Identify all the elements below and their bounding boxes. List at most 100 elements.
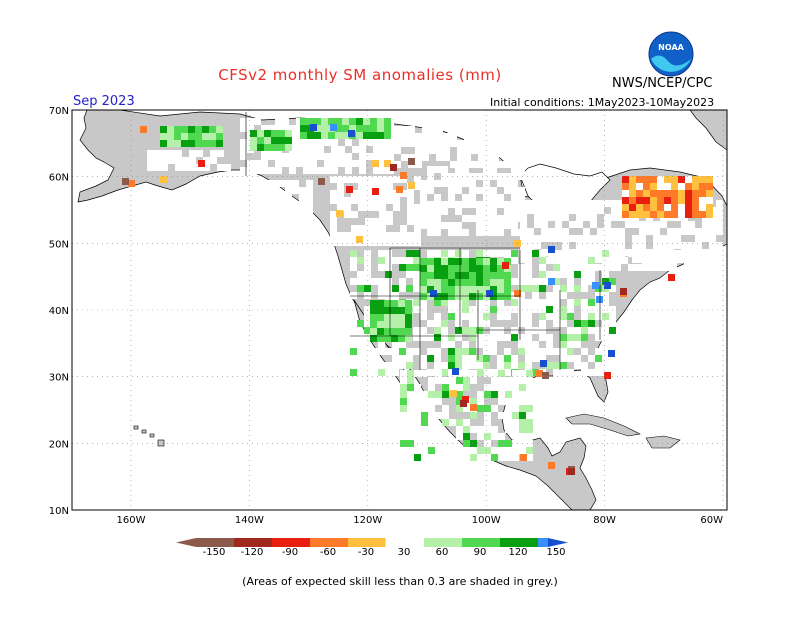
anomaly-cell <box>695 228 702 235</box>
anomaly-cell <box>435 447 442 454</box>
anomaly-cell <box>692 197 699 204</box>
anomaly-cell <box>441 279 448 286</box>
anomaly-cell <box>377 125 384 132</box>
anomaly-cell <box>709 242 716 249</box>
anomaly-cell <box>560 369 567 376</box>
anomaly-cell <box>657 176 664 183</box>
anomaly-cell <box>278 208 285 215</box>
anomaly-cell <box>174 133 181 140</box>
anomaly-cell <box>264 144 271 151</box>
anomaly-cell <box>492 154 499 161</box>
anomaly-cell <box>611 228 618 235</box>
anomaly-cell <box>436 147 443 154</box>
anomaly-cell <box>394 133 401 140</box>
anomaly-cell <box>442 384 449 391</box>
anomaly-cell <box>483 201 490 208</box>
anomaly-cell <box>408 133 415 140</box>
anomaly-cell <box>189 164 196 171</box>
anomaly-cell <box>408 140 415 147</box>
anomaly-cell <box>632 242 639 249</box>
anomaly-cell <box>346 186 353 193</box>
anomaly-cell <box>498 398 505 405</box>
anomaly-cell <box>413 278 420 285</box>
anomaly-cell <box>356 118 363 125</box>
anomaly-cell <box>532 306 539 313</box>
anomaly-cell <box>455 265 462 272</box>
anomaly-cell <box>364 341 371 348</box>
anomaly-cell <box>588 355 595 362</box>
anomaly-cell <box>519 370 526 377</box>
anomaly-cell <box>476 279 483 286</box>
anomaly-cell <box>553 299 560 306</box>
anomaly-cell <box>602 327 609 334</box>
anomaly-cell <box>702 256 709 263</box>
anomaly-cell <box>656 264 663 271</box>
anomaly-cell <box>250 144 257 151</box>
anomaly-cell <box>590 207 597 214</box>
anomaly-cell <box>407 398 414 405</box>
anomaly-cell <box>504 222 511 229</box>
anomaly-cell <box>380 154 387 161</box>
anomaly-cell <box>257 137 264 144</box>
anomaly-cell <box>525 362 532 369</box>
anomaly-cell <box>518 166 525 173</box>
anomaly-cell <box>379 239 386 246</box>
anomaly-cell <box>407 412 414 419</box>
anomaly-cell <box>505 384 512 391</box>
anomaly-cell <box>456 419 463 426</box>
anomaly-cell <box>436 140 443 147</box>
anomaly-cell <box>569 207 576 214</box>
anomaly-cell <box>406 257 413 264</box>
anomaly-cell <box>147 164 154 171</box>
anomaly-cell <box>609 306 616 313</box>
anomaly-cell <box>296 139 303 146</box>
anomaly-cell <box>427 173 434 180</box>
anomaly-cell <box>420 334 427 341</box>
anomaly-cell <box>420 201 427 208</box>
anomaly-cell <box>476 293 483 300</box>
anomaly-cell <box>511 194 518 201</box>
anomaly-cell <box>427 222 434 229</box>
anomaly-cell <box>462 286 469 293</box>
anomaly-cell <box>477 370 484 377</box>
anomaly-cell <box>548 246 555 253</box>
anomaly-cell <box>250 208 257 215</box>
anomaly-cell <box>400 176 407 183</box>
anomaly-cell <box>400 454 407 461</box>
anomaly-cell <box>476 334 483 341</box>
anomaly-cell <box>581 299 588 306</box>
anomaly-cell <box>595 369 602 376</box>
anomaly-cell <box>434 180 441 187</box>
anomaly-cell <box>384 132 391 139</box>
anomaly-cell <box>574 334 581 341</box>
anomaly-cell <box>314 132 321 139</box>
anomaly-cell <box>372 225 379 232</box>
anomaly-cell <box>581 306 588 313</box>
anomaly-cell <box>456 447 463 454</box>
anomaly-cell <box>303 146 310 153</box>
anomaly-cell <box>525 306 532 313</box>
anomaly-cell <box>505 391 512 398</box>
agency-label: NWS/NCEP/CPC <box>612 76 713 91</box>
anomaly-cell <box>483 215 490 222</box>
anomaly-cell <box>350 257 357 264</box>
anomaly-cell <box>331 139 338 146</box>
anomaly-cell <box>471 133 478 140</box>
anomaly-cell <box>512 377 519 384</box>
anomaly-cell <box>622 211 629 218</box>
anomaly-cell <box>455 208 462 215</box>
anomaly-cell <box>292 187 299 194</box>
anomaly-cell <box>650 204 657 211</box>
legend-swatch <box>310 538 348 547</box>
anomaly-cell <box>581 271 588 278</box>
anomaly-cell <box>699 176 706 183</box>
anomaly-cell <box>337 239 344 246</box>
anomaly-cell <box>609 327 616 334</box>
anomaly-cell <box>567 299 574 306</box>
anomaly-cell <box>541 214 548 221</box>
anomaly-cell <box>595 348 602 355</box>
anomaly-cell <box>716 207 723 214</box>
anomaly-cell <box>588 257 595 264</box>
anomaly-cell <box>264 180 271 187</box>
legend-swatch <box>234 538 272 547</box>
